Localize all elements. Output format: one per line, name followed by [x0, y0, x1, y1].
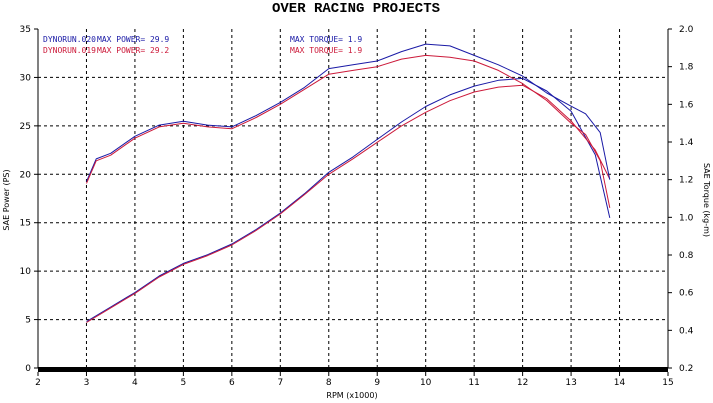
- y2-tick-label: 0.2: [679, 364, 693, 374]
- x-tick-label: 15: [662, 378, 673, 388]
- legend-run-label: DYNORUN.020: [43, 35, 96, 44]
- x-tick-label: 12: [517, 378, 528, 388]
- y2-tick-label: 1.8: [679, 63, 694, 73]
- x-tick-label: 7: [277, 378, 283, 388]
- y2-tick-label: 1.2: [679, 176, 693, 186]
- y-tick-label: 30: [20, 73, 32, 83]
- x-tick-label: 10: [420, 378, 432, 388]
- x-tick-label: 14: [614, 378, 626, 388]
- y-axis-ticks: 0 5 10 15 20 25 30 35: [20, 25, 38, 374]
- y2-tick-label: 0.6: [679, 289, 694, 299]
- y2-axis-ticks: 0.2 0.4 0.6 0.8 1.0 1.2 1.4 1.6 1.8 2.0: [668, 25, 694, 374]
- x-tick-label: 2: [35, 378, 41, 388]
- grid: [38, 29, 668, 368]
- legend-max-torque: MAX TORQUE= 1.9: [290, 35, 362, 44]
- y2-tick-label: 2.0: [679, 25, 694, 35]
- y2-axis-label: SAE Torque (kg-m): [702, 163, 711, 237]
- x-tick-label: 8: [326, 378, 332, 388]
- y-tick-label: 20: [20, 170, 32, 180]
- x-tick-label: 11: [468, 378, 479, 388]
- y2-tick-label: 1.0: [679, 213, 694, 223]
- bottom-axis-bar: [38, 367, 668, 372]
- y-tick-label: 10: [20, 267, 32, 277]
- y-axis-label: SAE Power (PS): [2, 169, 11, 230]
- legend-max-power: MAX POWER= 29.2: [97, 46, 169, 55]
- legend-max-torque: MAX TORQUE= 1.9: [290, 46, 362, 55]
- legend: DYNORUN.020 MAX POWER= 29.9 MAX TORQUE= 1.…: [43, 35, 362, 55]
- x-tick-label: 5: [181, 378, 187, 388]
- y-tick-label: 0: [25, 364, 31, 374]
- plot-frame: [37, 29, 669, 372]
- x-tick-label: 4: [132, 378, 138, 388]
- y-tick-label: 15: [20, 219, 31, 229]
- legend-run-label: DYNORUN.019: [43, 46, 96, 55]
- x-tick-label: 3: [84, 378, 90, 388]
- y2-tick-label: 1.4: [679, 138, 694, 148]
- series-lines: [86, 43, 611, 323]
- y2-tick-label: 0.8: [679, 251, 694, 261]
- series-dynorun-019-torque-line: [86, 54, 611, 208]
- chart-title: OVER RACING PROJECTS: [272, 1, 440, 17]
- y2-tick-label: 1.6: [679, 100, 694, 110]
- x-axis-ticks: 2 3 4 5 6 7 8 9 10 11 12 13 14 15: [35, 372, 674, 388]
- x-axis-label: RPM (x1000): [326, 391, 377, 400]
- legend-max-power: MAX POWER= 29.9: [97, 35, 169, 44]
- x-tick-label: 13: [565, 378, 576, 388]
- y-tick-label: 5: [25, 316, 31, 326]
- y-tick-label: 25: [20, 122, 31, 132]
- series-dynorun-020-torque-line: [86, 43, 611, 182]
- x-tick-label: 9: [374, 378, 380, 388]
- y2-tick-label: 0.4: [679, 326, 694, 336]
- y-tick-label: 35: [20, 25, 31, 35]
- series-dynorun-019-power-line: [86, 84, 611, 323]
- x-tick-label: 6: [229, 378, 235, 388]
- series-dynorun-020-power-line: [86, 77, 611, 322]
